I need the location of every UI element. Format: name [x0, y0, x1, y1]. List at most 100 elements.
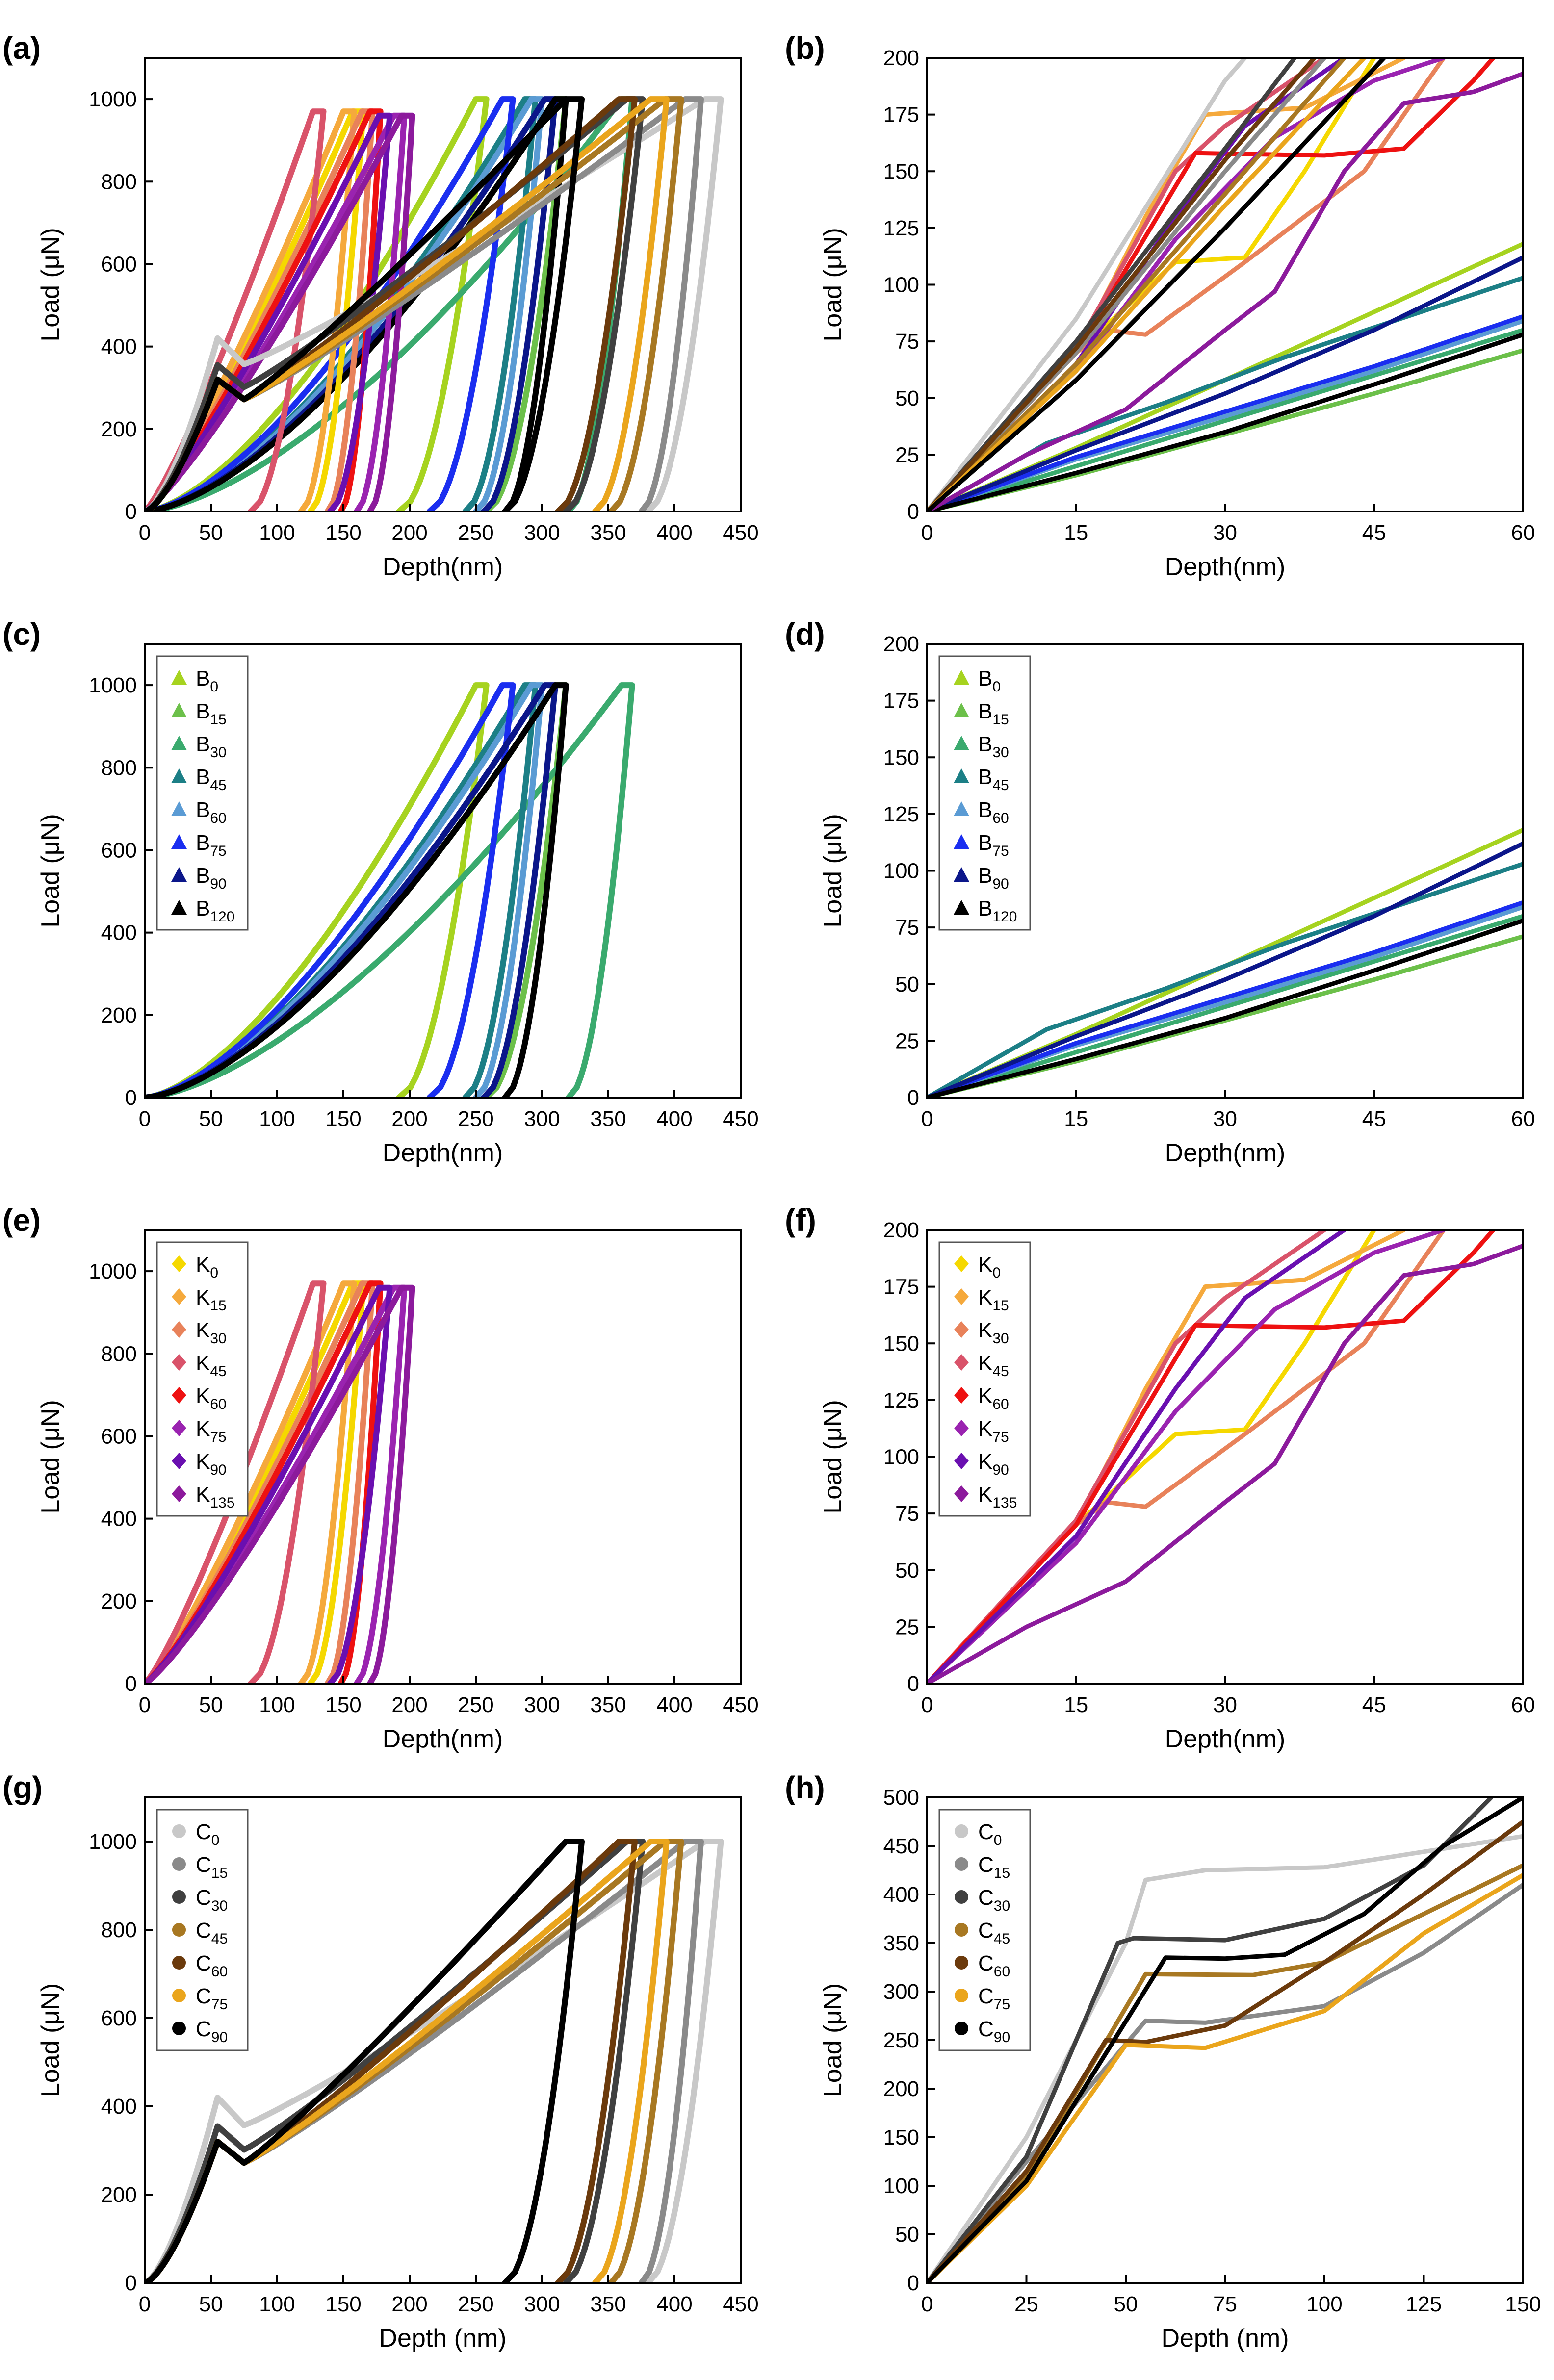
y-tick-label: 800: [101, 170, 137, 194]
x-tick-label: 150: [325, 521, 361, 545]
legend-marker: [955, 1923, 968, 1937]
legend-marker: [954, 1255, 969, 1272]
x-tick-label: 75: [1213, 2292, 1237, 2316]
series-K90: [145, 1284, 393, 1684]
series-B120: [927, 918, 1523, 1098]
legend-marker: [172, 1420, 186, 1436]
panel-label: (f): [785, 1203, 816, 1238]
x-axis-label: Depth(nm): [1165, 1139, 1286, 1167]
legend-marker: [172, 1989, 186, 2002]
x-tick-label: 200: [391, 1107, 427, 1131]
x-tick-label: 60: [1511, 1693, 1535, 1717]
legend-marker: [171, 900, 187, 915]
legend-marker: [171, 801, 187, 816]
y-tick-label: 600: [101, 252, 137, 276]
series-C45: [927, 1863, 1523, 2283]
series-C15: [927, 1882, 1523, 2283]
plot-frame: [144, 1796, 742, 2284]
y-tick-label: 300: [883, 1980, 919, 2004]
y-tick-label: 50: [895, 386, 919, 410]
y-tick-label: 200: [101, 1003, 137, 1027]
x-tick-label: 30: [1213, 1693, 1237, 1717]
series-K90: [927, 1230, 1347, 1684]
x-tick-label: 0: [139, 1693, 151, 1717]
panel-g: 0 50 100 150 200 250 300 350 400 450 0 200 400 600 800…: [2, 1770, 759, 2353]
legend-marker: [954, 834, 969, 849]
x-axis-label: Depth(nm): [383, 553, 503, 581]
legend-marker: [954, 1387, 969, 1404]
x-tick-label: 25: [1014, 2292, 1038, 2316]
series-group: [145, 682, 635, 1098]
series-B45: [927, 862, 1523, 1098]
y-tick-label: 200: [883, 2077, 919, 2101]
y-tick-label: 400: [101, 921, 137, 945]
y-tick-label: 150: [883, 159, 919, 183]
x-tick-label: 0: [139, 521, 151, 545]
series-B120: [927, 332, 1523, 512]
series-C0: [927, 1834, 1523, 2283]
x-tick-label: 30: [1213, 521, 1237, 545]
y-tick-label: 800: [101, 1918, 137, 1942]
series-K75: [927, 1230, 1446, 1684]
series-C60: [927, 1819, 1523, 2283]
plot-frame: [144, 643, 742, 1099]
y-tick-label: 25: [895, 1615, 919, 1639]
series-C90: [927, 1797, 1523, 2283]
x-tick-label: 250: [458, 521, 493, 545]
legend-marker: [954, 1288, 969, 1305]
series-B120: [145, 96, 569, 512]
series-B90: [927, 841, 1523, 1098]
x-tick-label: 45: [1362, 1693, 1386, 1717]
x-tick-label: 250: [458, 1107, 493, 1131]
y-tick-label: 125: [883, 802, 919, 826]
legend-marker: [172, 1824, 186, 1838]
legend-marker: [955, 1956, 968, 1970]
series-B120: [145, 682, 569, 1098]
series-C0: [927, 58, 1247, 512]
legend-marker: [172, 1923, 186, 1937]
legend-marker: [954, 670, 969, 685]
panel-label: (h): [785, 1770, 825, 1805]
series-group: [927, 1230, 1523, 1684]
y-axis-label: Load (μN): [819, 814, 847, 927]
x-tick-label: 200: [391, 521, 427, 545]
legend-marker: [954, 801, 969, 816]
x-tick-label: 350: [590, 1693, 626, 1717]
y-tick-label: 450: [883, 1834, 919, 1858]
x-tick-label: 0: [921, 521, 933, 545]
y-axis-label: Load (μN): [36, 1983, 65, 2097]
series-C90: [927, 58, 1386, 512]
y-tick-label: 175: [883, 103, 919, 127]
x-tick-label: 15: [1064, 1107, 1088, 1131]
x-tick-label: 100: [259, 1107, 295, 1131]
series-K60: [927, 1230, 1496, 1684]
legend-marker: [171, 834, 187, 849]
x-tick-label: 150: [325, 1693, 361, 1717]
series-B75: [927, 314, 1523, 512]
panel-c: 0 50 100 150 200 250 300 350 400 450 0 200 400 600 800…: [2, 616, 759, 1167]
y-tick-label: 400: [101, 1507, 137, 1531]
legend-marker: [171, 670, 187, 685]
y-tick-label: 25: [895, 1029, 919, 1053]
x-tick-label: 350: [590, 521, 626, 545]
y-tick-label: 125: [883, 1388, 919, 1412]
y-tick-label: 0: [907, 1086, 919, 1110]
legend-marker: [954, 867, 969, 882]
x-tick-label: 50: [199, 521, 223, 545]
legend-box: [938, 1241, 1031, 1517]
y-tick-label: 1000: [89, 673, 137, 697]
series-K45: [145, 108, 327, 512]
x-tick-label: 100: [259, 2292, 295, 2316]
legend-marker: [954, 736, 969, 750]
y-tick-label: 0: [907, 500, 919, 524]
legend-marker: [954, 768, 969, 783]
x-tick-label: 450: [723, 1693, 758, 1717]
y-axis-label: Load (μN): [36, 228, 65, 341]
y-tick-label: 400: [101, 2095, 137, 2119]
panel-d: 0 15 30 45 60 0 25 50 75 100 125 150 175 200 Depth(nm)…: [785, 616, 1535, 1167]
series-K15: [145, 1280, 357, 1684]
series-B75: [927, 900, 1523, 1098]
y-tick-label: 400: [101, 335, 137, 359]
series-B0: [145, 682, 490, 1098]
